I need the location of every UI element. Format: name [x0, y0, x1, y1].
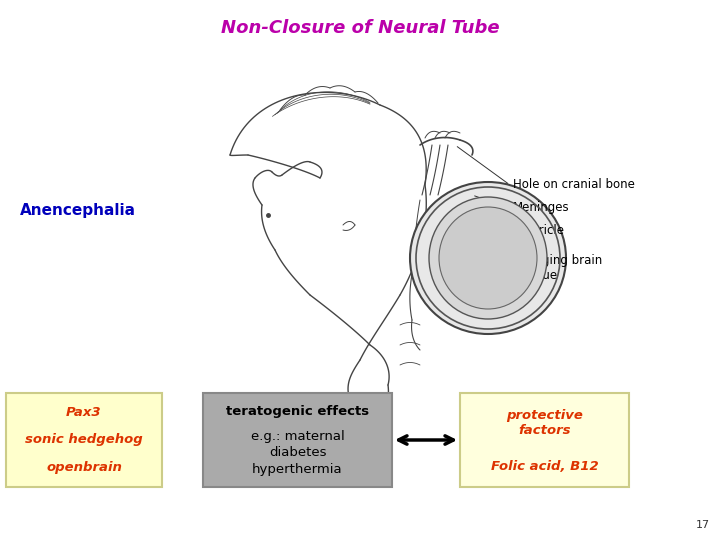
Text: e.g.: maternal
diabetes
hyperthermia: e.g.: maternal diabetes hyperthermia	[251, 430, 344, 476]
Text: Hole on cranial bone: Hole on cranial bone	[513, 179, 635, 192]
Text: teratogenic effects: teratogenic effects	[226, 404, 369, 417]
Ellipse shape	[429, 197, 547, 319]
Text: Folic acid, B12: Folic acid, B12	[490, 461, 598, 474]
Ellipse shape	[410, 182, 566, 334]
FancyBboxPatch shape	[460, 393, 629, 487]
FancyBboxPatch shape	[203, 393, 392, 487]
Text: Meninges: Meninges	[513, 201, 570, 214]
Text: sonic hedgehog: sonic hedgehog	[25, 434, 143, 447]
Text: Pax3: Pax3	[66, 407, 102, 420]
Text: 17: 17	[696, 520, 710, 530]
Ellipse shape	[439, 207, 537, 309]
Text: Anencephalia: Anencephalia	[20, 202, 136, 218]
FancyBboxPatch shape	[6, 393, 162, 487]
Text: Bulging brain
tissue: Bulging brain tissue	[523, 254, 602, 282]
Text: openbrain: openbrain	[46, 461, 122, 474]
Text: Ventricle: Ventricle	[513, 224, 565, 237]
Text: protective
factors: protective factors	[506, 408, 583, 437]
Text: Non-Closure of Neural Tube: Non-Closure of Neural Tube	[221, 19, 499, 37]
